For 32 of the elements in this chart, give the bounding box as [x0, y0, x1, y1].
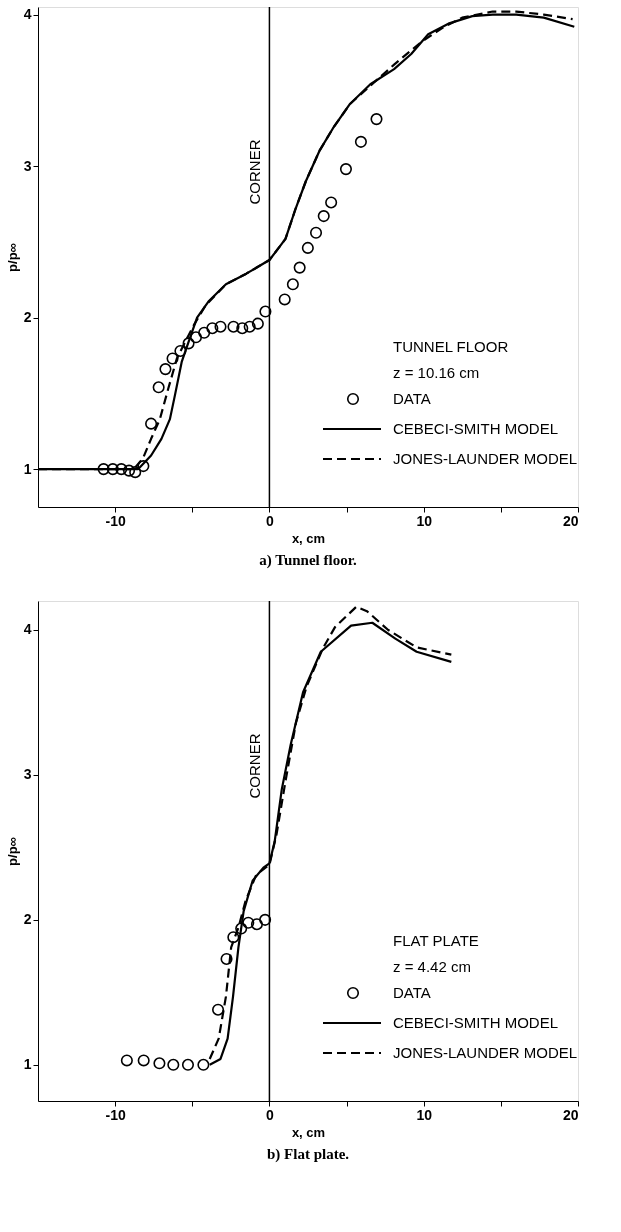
x-tick-label: 0 — [266, 1106, 275, 1123]
y-tick-label: 3 — [23, 766, 32, 783]
text: b) Flat plate. — [266, 1146, 350, 1163]
x-tick-label: 10 — [416, 1106, 433, 1123]
y-tick-label: 2 — [23, 911, 32, 928]
y-tick-label: 1 — [23, 1056, 32, 1073]
y-tick-label: 4 — [23, 6, 32, 23]
legend-title: TUNNEL FLOOR z = 10.16 cm — [393, 338, 509, 381]
y-tick-label: 4 — [23, 621, 32, 638]
y-axis-title: p/p∞ — [4, 243, 20, 272]
x-axis-title: x, cm — [291, 530, 326, 546]
x-tick-label: 10 — [416, 512, 433, 529]
x-tick-label: 0 — [266, 512, 275, 529]
y-tick-label: 1 — [23, 460, 32, 477]
ref-line-label: CORNER — [246, 733, 264, 799]
x-tick-label: -10 — [105, 512, 126, 529]
y-axis-title: p/p∞ — [4, 837, 20, 866]
y-tick-label: 3 — [23, 157, 32, 174]
x-axis-title: x, cm — [291, 1124, 326, 1140]
legend-title: FLAT PLATE z = 4.42 cm — [393, 932, 479, 975]
legend-label: JONES-LAUNDER MODEL — [393, 450, 578, 467]
x-tick-label: 20 — [562, 512, 579, 529]
x-tick-label: -10 — [105, 1106, 126, 1123]
legend-label: DATA — [393, 984, 431, 1001]
y-tick-label: 2 — [23, 309, 32, 326]
ref-line-label: CORNER — [246, 139, 264, 205]
legend-label: DATA — [393, 390, 431, 407]
legend-label: CEBECI-SMITH MODEL — [393, 420, 559, 437]
legend-label: CEBECI-SMITH MODEL — [393, 1014, 559, 1031]
text: a) Tunnel floor. — [259, 552, 357, 569]
x-tick-label: 20 — [562, 1106, 579, 1123]
legend-label: JONES-LAUNDER MODEL — [393, 1044, 578, 1061]
